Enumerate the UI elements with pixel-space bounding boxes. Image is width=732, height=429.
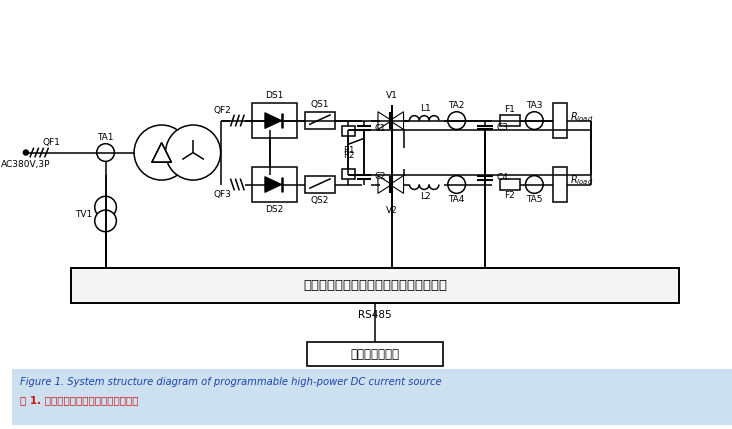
Text: V2: V2 xyxy=(386,205,397,214)
Bar xyxy=(305,175,335,193)
Text: C3: C3 xyxy=(497,123,509,132)
Bar xyxy=(342,169,355,178)
Text: R2: R2 xyxy=(343,151,354,160)
Text: 图 1. 大功率可编程直流电流源系统结构: 图 1. 大功率可编程直流电流源系统结构 xyxy=(20,395,138,405)
Text: QS2: QS2 xyxy=(311,196,329,205)
Text: R1: R1 xyxy=(343,145,354,154)
Bar xyxy=(71,268,679,302)
Bar xyxy=(305,112,335,130)
Text: L1: L1 xyxy=(419,104,430,113)
Text: QF2: QF2 xyxy=(214,106,231,115)
Text: C2: C2 xyxy=(374,172,386,181)
Bar xyxy=(500,179,520,190)
Text: TA5: TA5 xyxy=(526,195,542,204)
Text: 大功率可编程直流电流源下位机控制系统: 大功率可编程直流电流源下位机控制系统 xyxy=(303,279,447,292)
Bar xyxy=(500,115,520,126)
Circle shape xyxy=(94,196,116,218)
Text: TA4: TA4 xyxy=(449,195,465,204)
Text: AC380V,3P: AC380V,3P xyxy=(1,160,51,169)
Text: TA3: TA3 xyxy=(526,101,542,110)
Polygon shape xyxy=(389,175,403,193)
Polygon shape xyxy=(378,175,392,193)
Bar xyxy=(553,167,567,202)
Text: DS1: DS1 xyxy=(266,91,284,100)
Text: F1: F1 xyxy=(504,105,515,114)
Text: QS1: QS1 xyxy=(310,100,329,109)
Polygon shape xyxy=(152,143,171,163)
Polygon shape xyxy=(152,143,171,163)
Text: QF3: QF3 xyxy=(214,190,231,199)
Bar xyxy=(553,103,567,138)
Circle shape xyxy=(526,112,543,130)
Polygon shape xyxy=(265,177,282,192)
Text: C4: C4 xyxy=(497,173,509,182)
Circle shape xyxy=(526,175,543,193)
Text: TA2: TA2 xyxy=(449,101,465,110)
Text: L2: L2 xyxy=(420,192,430,201)
Circle shape xyxy=(23,150,29,155)
Text: V1: V1 xyxy=(386,91,397,100)
Bar xyxy=(252,167,297,202)
Circle shape xyxy=(448,175,466,193)
Text: $R_{load}$: $R_{load}$ xyxy=(569,174,593,187)
Bar xyxy=(12,369,732,426)
Circle shape xyxy=(134,125,189,180)
Circle shape xyxy=(94,210,116,232)
Text: C1: C1 xyxy=(374,124,386,133)
Text: TV1: TV1 xyxy=(75,209,92,218)
Circle shape xyxy=(165,125,220,180)
Circle shape xyxy=(448,112,466,130)
Text: Figure 1. System structure diagram of programmable high-power DC current source: Figure 1. System structure diagram of pr… xyxy=(20,377,441,387)
Text: DS2: DS2 xyxy=(266,205,284,214)
Bar xyxy=(252,103,297,138)
Bar xyxy=(307,342,443,366)
Polygon shape xyxy=(389,112,403,130)
Polygon shape xyxy=(378,112,392,130)
Polygon shape xyxy=(265,113,282,128)
Bar xyxy=(342,127,355,136)
Text: TA1: TA1 xyxy=(97,133,113,142)
Text: RS485: RS485 xyxy=(358,310,392,320)
Text: QF1: QF1 xyxy=(42,138,61,147)
Text: F2: F2 xyxy=(504,191,515,200)
Circle shape xyxy=(97,144,114,161)
Text: $R_{load}$: $R_{load}$ xyxy=(569,110,593,124)
Text: 上位机监控系统: 上位机监控系统 xyxy=(351,347,400,361)
